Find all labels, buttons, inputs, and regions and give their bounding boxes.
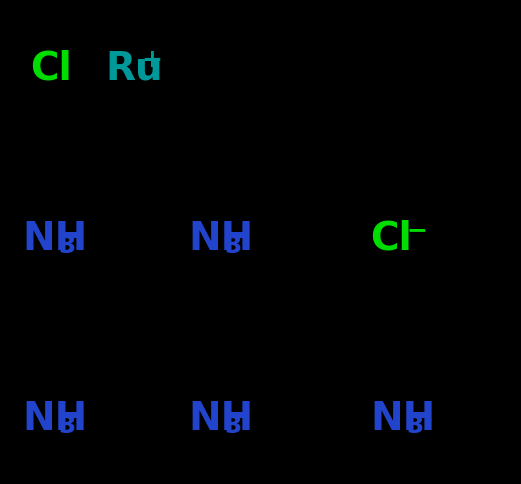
Text: 3: 3 [225,414,242,438]
Text: NH: NH [188,400,253,438]
Text: NH: NH [22,400,87,438]
Text: Ru: Ru [105,50,163,88]
Text: −: − [406,218,427,242]
Text: NH: NH [370,400,435,438]
Text: Cl: Cl [30,50,72,88]
Text: 3: 3 [406,414,424,438]
Text: Cl: Cl [370,220,412,258]
Text: NH: NH [188,220,253,258]
Text: 3: 3 [225,234,242,258]
Text: 3: 3 [58,234,76,258]
Text: +: + [141,48,162,72]
Text: NH: NH [22,220,87,258]
Text: 3: 3 [58,414,76,438]
